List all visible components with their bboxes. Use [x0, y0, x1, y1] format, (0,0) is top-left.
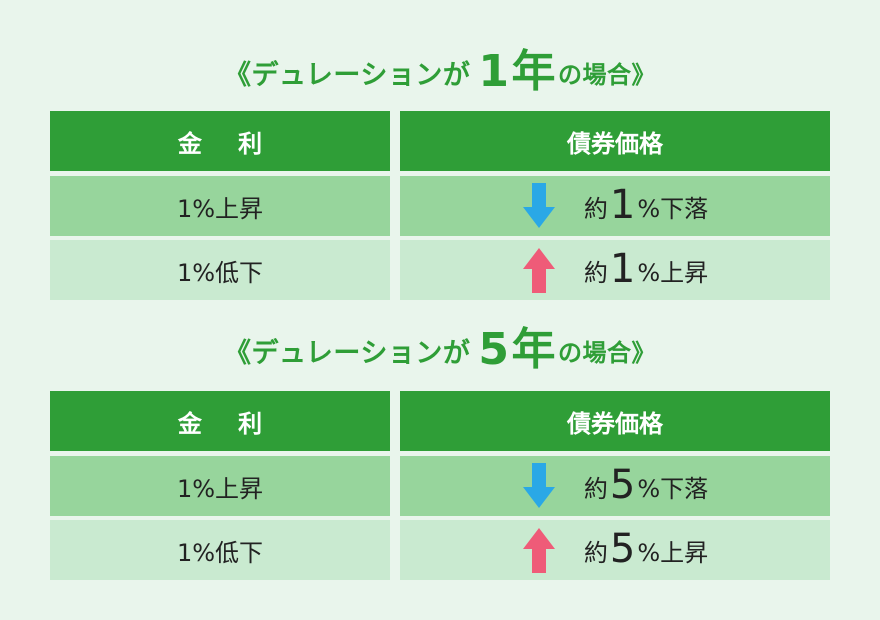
- change-suffix: %上昇: [637, 538, 709, 567]
- title-tail: の場合》: [558, 338, 657, 367]
- rate-cell: 1%上昇: [50, 456, 390, 516]
- header-price-label: 債券価格: [567, 409, 663, 438]
- rate-cell: 1%低下: [50, 520, 390, 580]
- down-arrow-icon: [522, 463, 555, 508]
- change-number: 5: [609, 462, 636, 508]
- approx-label: 約: [583, 474, 608, 503]
- change-suffix: %下落: [637, 194, 709, 223]
- rate-label: 1%上昇: [176, 474, 264, 503]
- header-rate: 金 利: [50, 391, 390, 451]
- up-arrow-icon: [522, 248, 555, 293]
- header-price: 債券価格: [400, 111, 830, 171]
- change-suffix: %下落: [637, 474, 709, 503]
- price-change-cell: 約 1 %上昇: [400, 240, 830, 300]
- approx-label: 約: [583, 194, 608, 223]
- approx-label: 約: [583, 538, 608, 567]
- rate-cell: 1%上昇: [50, 176, 390, 236]
- down-arrow-icon: [522, 183, 555, 228]
- section-2-title: 《デュレーションが 5 年 の場合》: [0, 320, 880, 380]
- price-change-cell: 約 1 %下落: [400, 176, 830, 236]
- price-change-cell: 約 5 %上昇: [400, 520, 830, 580]
- change-number: 1: [609, 182, 636, 228]
- rate-label: 1%低下: [176, 538, 264, 567]
- rate-cell: 1%低下: [50, 240, 390, 300]
- up-arrow-icon: [522, 528, 555, 573]
- header-price: 債券価格: [400, 391, 830, 451]
- header-rate-label: 金 利: [177, 129, 277, 158]
- price-change-cell: 約 5 %下落: [400, 456, 830, 516]
- change-suffix: %上昇: [637, 258, 709, 287]
- title-prefix: 《デュレーションが: [223, 337, 471, 369]
- approx-label: 約: [583, 258, 608, 287]
- header-price-label: 債券価格: [567, 129, 663, 158]
- title-unit: 年: [511, 46, 557, 97]
- rate-label: 1%低下: [176, 258, 264, 287]
- section-1-title: 《デュレーションが 1 年 の場合》: [0, 42, 880, 102]
- header-rate-label: 金 利: [177, 409, 277, 438]
- title-number: 1: [478, 46, 510, 97]
- title-tail: の場合》: [558, 60, 657, 89]
- title-prefix: 《デュレーションが: [223, 59, 471, 91]
- change-number: 1: [609, 246, 636, 292]
- rate-label: 1%上昇: [176, 194, 264, 223]
- header-rate: 金 利: [50, 111, 390, 171]
- title-number: 5: [478, 324, 510, 375]
- change-number: 5: [609, 526, 636, 572]
- title-unit: 年: [511, 324, 557, 375]
